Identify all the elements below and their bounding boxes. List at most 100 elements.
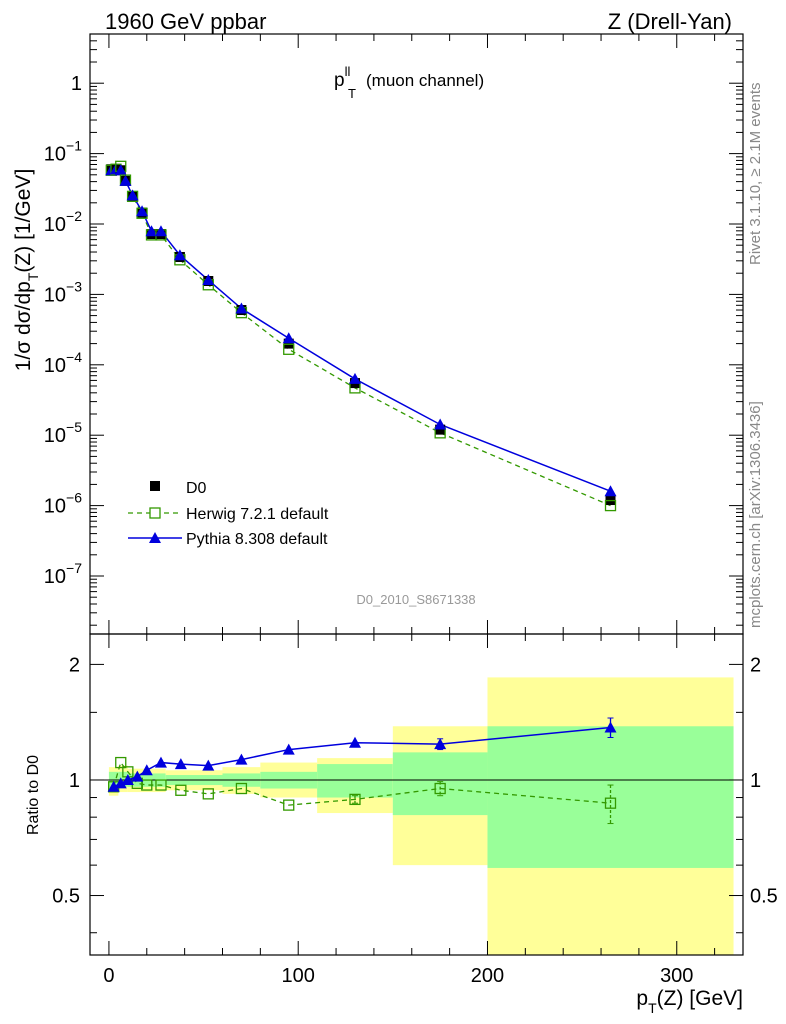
pythia-ratio-point-0 xyxy=(107,780,120,792)
pythia-ratio-point-6 xyxy=(174,758,187,770)
y-tick-label-6: 10−1 xyxy=(44,138,82,166)
y-tick-label-1: 10−6 xyxy=(44,490,82,518)
herwig-point-11 xyxy=(283,343,295,355)
pythia-point-11 xyxy=(282,332,295,344)
analysis-id: D0_2010_S8671338 xyxy=(356,592,475,607)
pythia-ratio-point-5 xyxy=(154,756,167,768)
y-axis-title: 1/σ dσ/dpT(Z) [1/GeV] xyxy=(12,169,41,372)
herwig-ratio-line xyxy=(113,761,611,806)
main-title-base: p xyxy=(334,70,345,91)
herwig-line xyxy=(111,165,611,507)
x-tick-label-200: 200 xyxy=(471,965,504,987)
pythia-point-3 xyxy=(119,174,132,186)
pythia-point-10 xyxy=(235,302,248,314)
r-tick-label-left-1: 1 xyxy=(69,770,80,792)
y-tick-exponent: −3 xyxy=(66,278,82,294)
y-tick-exponent: −5 xyxy=(66,419,82,435)
legend: D0 Herwig 7.2.1 default Pythia 8.308 defau… xyxy=(128,480,329,548)
rivet-label: Rivet 3.1.10, ≥ 2.1M events xyxy=(747,83,764,266)
r-tick-label-left-0: 0.5 xyxy=(52,886,80,908)
pythia-point-2 xyxy=(114,164,127,176)
x-axis-title: pT(Z) [GeV] xyxy=(636,987,743,1016)
header-right: Z (Drell-Yan) xyxy=(608,9,732,34)
y-tick-mantissa: 10 xyxy=(44,425,66,447)
herwig-ratio-point-4 xyxy=(141,779,153,791)
pythia-ratio-point-1 xyxy=(114,777,127,789)
pythia-line xyxy=(111,168,611,492)
pythia-point-5 xyxy=(136,205,149,217)
pythia-point-4 xyxy=(126,189,139,201)
y-tick-mantissa: 10 xyxy=(44,214,66,236)
herwig-ratio-point-10 xyxy=(349,793,361,806)
x-tick-label-100: 100 xyxy=(282,965,315,987)
x-axis-title-pre: p xyxy=(636,987,648,1010)
pythia-ratio-point-12 xyxy=(604,721,617,733)
y-tick-mantissa: 1 xyxy=(71,73,82,95)
header-left: 1960 GeV ppbar xyxy=(105,9,266,34)
y-tick-label-3: 10−4 xyxy=(44,349,82,377)
legend-pythia-marker xyxy=(149,532,161,543)
herwig-ratio-point-8 xyxy=(235,782,248,795)
y-tick-label-4: 10−3 xyxy=(44,278,82,306)
x-axis-title-post: (Z) [GeV] xyxy=(657,987,743,1010)
ratio-axis-title: Ratio to D0 xyxy=(25,755,42,835)
legend-herwig-label: Herwig 7.2.1 default xyxy=(186,506,329,523)
pythia-point-14 xyxy=(604,485,617,497)
ratio-frame xyxy=(89,633,744,956)
legend-pythia-label: Pythia 8.308 default xyxy=(186,531,328,548)
herwig-point-14 xyxy=(604,499,617,512)
svg-text:1/σ dσ/dpT(Z) [1/GeV]: 1/σ dσ/dpT(Z) [1/GeV] xyxy=(12,169,41,372)
rivet-text: Rivet 3.1.10, ≥ 2.1M events xyxy=(747,83,764,266)
y-tick-label-5: 10−2 xyxy=(44,208,82,236)
mcplots-label: mcplots.cern.ch [arXiv:1306.3436] xyxy=(747,401,764,628)
x-axis-title-sub: T xyxy=(648,1000,657,1016)
y-tick-label-0: 10−7 xyxy=(44,560,82,588)
pythia-ratio-point-7 xyxy=(202,759,215,771)
y-tick-mantissa: 10 xyxy=(44,496,66,518)
y-axis-title-pre: 1/σ dσ/dp xyxy=(12,281,35,371)
pythia-ratio-point-11 xyxy=(434,738,447,750)
y-tick-exponent: −7 xyxy=(66,560,82,576)
y-tick-mantissa: 10 xyxy=(44,566,66,588)
herwig-ratio-point-5 xyxy=(155,779,167,791)
y-tick-exponent: −1 xyxy=(66,138,82,154)
r-tick-label-left-2: 2 xyxy=(69,654,80,676)
herwig-ratio-point-12 xyxy=(604,797,617,809)
pythia-point-6 xyxy=(145,225,158,237)
y-tick-exponent: −6 xyxy=(66,490,82,506)
herwig-ratio-point-7 xyxy=(202,788,214,800)
x-tick-label-300: 300 xyxy=(660,965,693,987)
axes-and-ticks: 0 100 200 30010−710−610−510−410−310−210−110… xyxy=(44,33,778,987)
legend-herwig-marker xyxy=(149,507,161,519)
y-tick-label-2: 10−5 xyxy=(44,419,82,447)
y-tick-mantissa: 10 xyxy=(44,144,66,166)
herwig-ratio-point-6 xyxy=(175,784,187,796)
pythia-point-13 xyxy=(434,418,447,430)
band-inner-6 xyxy=(317,764,393,798)
x-tick-label-0: 0 xyxy=(103,965,114,987)
pythia-point-7 xyxy=(154,225,167,237)
mcplots-text: mcplots.cern.ch [arXiv:1306.3436] xyxy=(747,401,764,628)
pythia-point-9 xyxy=(202,274,215,286)
herwig-ratio-point-11 xyxy=(434,782,446,795)
pythia-ratio-point-8 xyxy=(235,753,248,765)
main-title-sup: ll xyxy=(345,64,351,79)
r-tick-label-right-0: 0.5 xyxy=(750,886,778,908)
herwig-ratio-point-1 xyxy=(115,756,127,769)
y-tick-exponent: −4 xyxy=(66,349,82,365)
herwig-ratio-point-9 xyxy=(283,799,295,811)
r-tick-label-right-2: 2 xyxy=(750,654,761,676)
d0-point-13 xyxy=(435,424,446,435)
d0-point-11 xyxy=(283,338,294,349)
ratio-axis-title-text: Ratio to D0 xyxy=(25,755,42,835)
pythia-point-8 xyxy=(173,249,186,261)
y-axis-title-post: (Z) [1/GeV] xyxy=(12,169,35,273)
y-axis-title-sub: T xyxy=(25,272,41,281)
pythia-ratio-point-10 xyxy=(348,736,361,748)
y-tick-exponent: −2 xyxy=(66,208,82,224)
pythia-ratio-point-9 xyxy=(282,743,295,755)
pythia-point-12 xyxy=(348,372,361,384)
y-tick-mantissa: 10 xyxy=(44,284,66,306)
main-title: pll T (muon channel) xyxy=(334,64,484,101)
